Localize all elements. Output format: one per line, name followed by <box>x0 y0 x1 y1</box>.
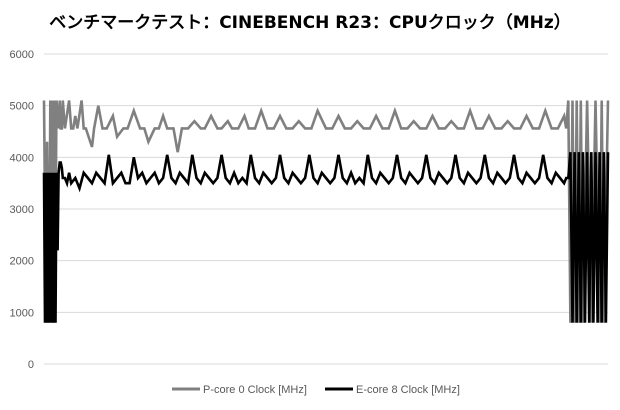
legend-label: E-core 8 Clock [MHz] <box>356 384 460 396</box>
chart-title: ベンチマークテスト：CINEBENCH R23：CPUクロック（MHz） <box>49 12 571 33</box>
y-tick-label: 0 <box>28 359 34 371</box>
y-tick-label: 3000 <box>10 204 34 216</box>
gridlines <box>44 53 608 365</box>
y-tick-label: 5000 <box>10 101 34 113</box>
y-tick-label: 6000 <box>10 49 34 61</box>
series-lines <box>42 100 610 323</box>
y-tick-label: 4000 <box>10 152 34 164</box>
series-line-e-core-8 <box>42 152 610 323</box>
y-axis-ticks: 0 1000 2000 3000 4000 5000 6000 <box>10 49 34 371</box>
legend: P-core 0 Clock [MHz] E-core 8 Clock [MHz] <box>172 384 460 396</box>
legend-label: P-core 0 Clock [MHz] <box>203 384 307 396</box>
y-tick-label: 1000 <box>10 307 34 319</box>
y-tick-label: 2000 <box>10 256 34 268</box>
series-line-p-core-0 <box>42 100 610 323</box>
